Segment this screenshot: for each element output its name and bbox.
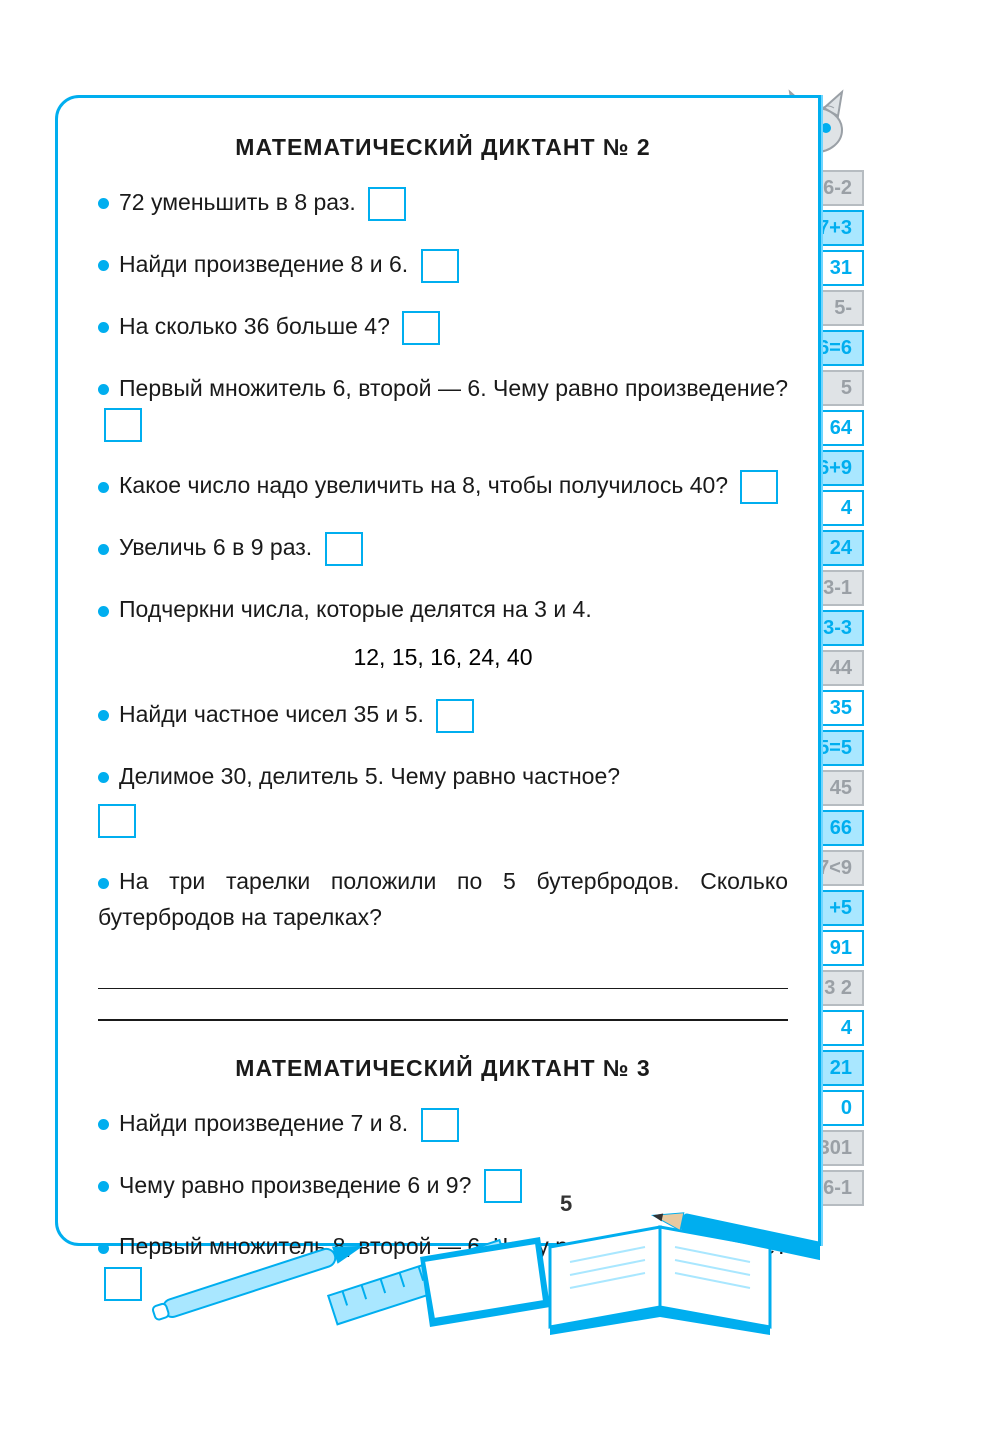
answer-box[interactable] bbox=[368, 187, 406, 221]
question-text: Какое число надо увеличить на 8, чтобы п… bbox=[119, 472, 728, 498]
section-2-title: МАТЕМАТИЧЕСКИЙ ДИКТАНТ № 2 bbox=[98, 134, 788, 161]
bullet-icon bbox=[98, 198, 109, 209]
question-text: Найди произведение 8 и 6. bbox=[119, 251, 408, 277]
section-3-title: МАТЕМАТИЧЕСКИЙ ДИКТАНТ № 3 bbox=[98, 1055, 788, 1082]
answer-box[interactable] bbox=[436, 699, 474, 733]
bullet-icon bbox=[98, 710, 109, 721]
question-item: 72 уменьшить в 8 раз. bbox=[98, 185, 788, 221]
bullet-icon bbox=[98, 322, 109, 333]
question-text: На три тарелки положили по 5 бутербродов… bbox=[98, 868, 788, 930]
answer-box[interactable] bbox=[104, 408, 142, 442]
bullet-icon bbox=[98, 482, 109, 493]
answer-box[interactable] bbox=[98, 804, 136, 838]
answer-box[interactable] bbox=[325, 532, 363, 566]
worksheet-page: 6-27+3315-6=65646+94243-13-344355=545667… bbox=[0, 0, 986, 1447]
question-text: Первый множитель 6, второй — 6. Чему рав… bbox=[119, 375, 788, 401]
answer-box[interactable] bbox=[421, 1108, 459, 1142]
content-frame: МАТЕМАТИЧЕСКИЙ ДИКТАНТ № 2 72 уменьшить … bbox=[55, 95, 821, 1246]
question-text: Делимое 30, делитель 5. Чему равно частн… bbox=[119, 763, 620, 789]
question-item: Делимое 30, делитель 5. Чему равно частн… bbox=[98, 759, 788, 795]
number-list: 12, 15, 16, 24, 40 bbox=[98, 644, 788, 671]
question-text: Увеличь 6 в 9 раз. bbox=[119, 534, 312, 560]
bullet-icon bbox=[98, 1181, 109, 1192]
question-item: Подчеркни числа, которые делятся на 3 и … bbox=[98, 592, 788, 628]
bullet-icon bbox=[98, 878, 109, 889]
question-item: Какое число надо увеличить на 8, чтобы п… bbox=[98, 468, 788, 504]
question-text: 72 уменьшить в 8 раз. bbox=[119, 189, 356, 215]
question-item: Найди произведение 8 и 6. bbox=[98, 247, 788, 283]
question-item: На сколько 36 больше 4? bbox=[98, 309, 788, 345]
question-text: Найди произведение 7 и 8. bbox=[119, 1110, 408, 1136]
answer-box[interactable] bbox=[421, 249, 459, 283]
question-item: Найди частное чисел 35 и 5. bbox=[98, 697, 788, 733]
question-item: На три тарелки положили по 5 бутербродов… bbox=[98, 864, 788, 935]
answer-box[interactable] bbox=[402, 311, 440, 345]
write-line[interactable] bbox=[98, 962, 788, 989]
question-text: Подчеркни числа, которые делятся на 3 и … bbox=[119, 596, 592, 622]
bullet-icon bbox=[98, 544, 109, 555]
question-item: Найди произведение 7 и 8. bbox=[98, 1106, 788, 1142]
question-text: На сколько 36 больше 4? bbox=[119, 313, 390, 339]
question-item: Первый множитель 6, второй — 6. Чему рав… bbox=[98, 371, 788, 443]
bullet-icon bbox=[98, 384, 109, 395]
bullet-icon bbox=[98, 1119, 109, 1130]
divider-rule bbox=[98, 1019, 788, 1021]
question-text: Найди частное чисел 35 и 5. bbox=[119, 701, 424, 727]
question-item: Увеличь 6 в 9 раз. bbox=[98, 530, 788, 566]
bullet-icon bbox=[98, 1243, 109, 1254]
bullet-icon bbox=[98, 772, 109, 783]
answer-box[interactable] bbox=[740, 470, 778, 504]
bullet-icon bbox=[98, 606, 109, 617]
stationery-illustration bbox=[120, 1167, 820, 1337]
bullet-icon bbox=[98, 260, 109, 271]
